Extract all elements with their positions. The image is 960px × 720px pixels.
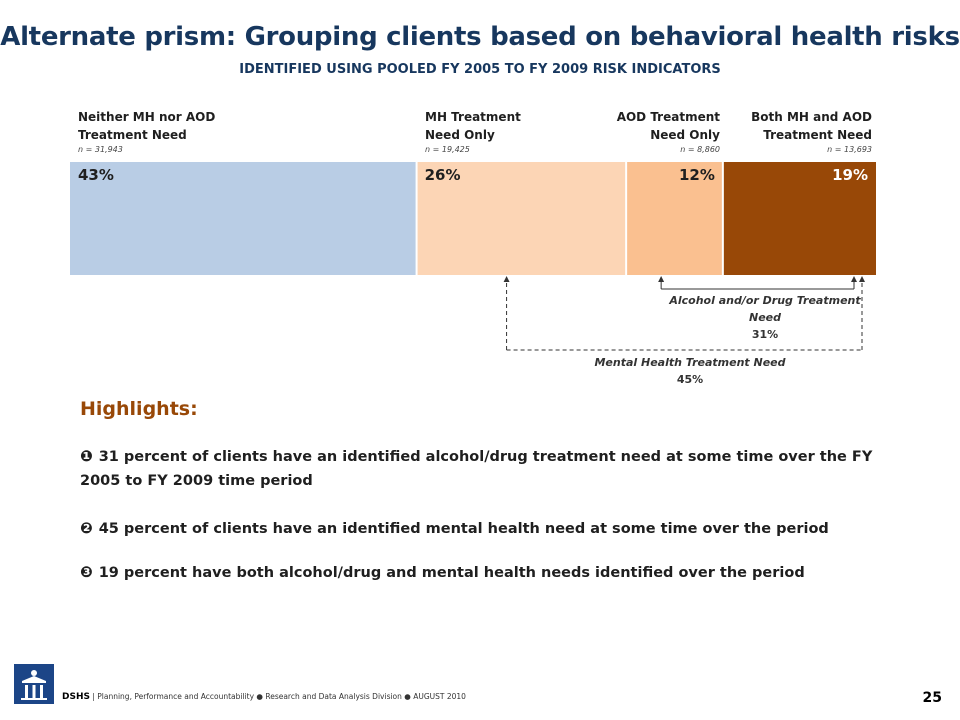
segment-label-both: Both MH and AOD Treatment Need n = 13,69…: [751, 110, 872, 154]
bar-value-label-aod-only: 12%: [679, 166, 715, 184]
footer-text: DSHS | Planning, Performance and Account…: [62, 692, 466, 702]
bar-segment-aod-only: [627, 162, 722, 275]
segment-label-aod-only: AOD Treatment Need Only n = 8,860: [616, 110, 720, 154]
bracket-mh: [503, 276, 865, 351]
number-3-icon: ❸: [80, 563, 93, 581]
page-title: Alternate prism: Grouping clients based …: [0, 22, 960, 52]
bar-value-label-neither: 43%: [78, 166, 114, 184]
number-1-icon: ❶: [80, 447, 93, 465]
number-2-icon: ❷: [80, 519, 93, 537]
annotation-mh: Mental Health Treatment Need 45%: [594, 356, 786, 386]
page-number: 25: [922, 690, 942, 706]
annotation-aod: Alcohol and/or Drug Treatment Need 31%: [669, 294, 861, 341]
highlights-heading: Highlights:: [80, 398, 198, 420]
bar-segment-both: [723, 162, 876, 275]
bar-value-label-both: 19%: [832, 166, 868, 184]
dshs-logo-icon: [14, 664, 54, 704]
segment-label-mh-only: MH Treatment Need Only n = 19,425: [425, 110, 521, 154]
highlight-item-2: ❷ 45 percent of clients have an identifie…: [80, 519, 829, 537]
stacked-bar-chart: 43% 26% 12% 19%: [70, 162, 876, 351]
bar-segment-mh-only: [417, 162, 626, 275]
page-subtitle: IDENTIFIED USING POOLED FY 2005 TO FY 20…: [239, 62, 721, 77]
bar-segment-neither: [70, 162, 416, 275]
segment-label-neither: Neither MH nor AOD Treatment Need n = 31…: [78, 110, 216, 154]
highlight-item-3: ❸ 19 percent have both alcohol/drug and m…: [80, 563, 805, 581]
bracket-aod: [658, 276, 857, 290]
bar-value-label-mh-only: 26%: [425, 166, 461, 184]
highlight-item-1: ❶ 31 percent of clients have an identifie…: [80, 447, 873, 489]
